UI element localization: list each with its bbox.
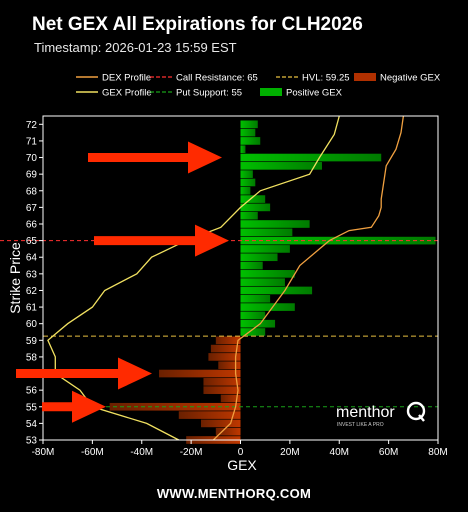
plot-area: menthor INVEST LIKE A PRO [0, 115, 439, 444]
gex-bar-63.5 [240, 261, 263, 270]
legend-label-1: GEX Profile [102, 88, 152, 99]
x-tick-label-3: -20M [180, 447, 203, 458]
gex-bar-62 [240, 286, 313, 295]
gex-bar-53.5 [215, 427, 241, 436]
gex-bar-54 [201, 419, 241, 428]
x-tick-label-0: -80M [32, 447, 55, 458]
timestamp-label: Timestamp: 2026-01-23 15:59 EST [34, 40, 237, 55]
gex-bar-56 [203, 386, 241, 394]
x-tick-label-2: -40M [130, 447, 153, 458]
gex-bar-61 [240, 303, 295, 311]
y-tick-label-65: 65 [26, 236, 38, 247]
gex-bar-67 [240, 203, 271, 212]
chart-title: Net GEX All Expirations for CLH2026 [32, 14, 363, 35]
y-tick-label-58: 58 [26, 352, 38, 363]
gex-bar-68.5 [240, 178, 256, 187]
watermark-tagline: INVEST LIKE A PRO [337, 422, 384, 428]
y-tick-label-63: 63 [26, 269, 38, 280]
gex-bar-55.5 [220, 394, 241, 403]
y-tick-label-64: 64 [26, 253, 38, 264]
gex-bar-70.5 [240, 145, 246, 154]
gex-bar-56.5 [203, 378, 241, 386]
gex-bar-69.5 [240, 162, 322, 170]
watermark-q-tail [418, 414, 425, 422]
gex-bar-71 [240, 137, 261, 145]
gex-bar-66 [240, 220, 310, 228]
annotation-arrow-70 [88, 141, 222, 174]
gex-bar-60 [240, 319, 276, 328]
gex-bar-57 [159, 369, 241, 378]
gex-bar-71.5 [240, 128, 256, 137]
legend-swatch-5 [260, 88, 282, 96]
gex-profile-line [47, 115, 340, 441]
y-tick-label-68: 68 [26, 186, 38, 197]
footer-url[interactable]: WWW.MENTHORQ.COM [156, 486, 312, 501]
x-tick-label-4: 0 [238, 447, 244, 458]
y-tick-label-66: 66 [26, 220, 38, 231]
gex-bar-64.5 [240, 245, 290, 253]
y-tick-label-71: 71 [26, 136, 38, 147]
annotation-arrow-55 [42, 390, 106, 423]
watermark-q-icon [406, 401, 426, 421]
annotation-arrow-57 [16, 357, 152, 390]
gex-bar-69 [240, 170, 253, 178]
y-tick-label-59: 59 [26, 336, 38, 347]
legend-label-5: Positive GEX [286, 88, 343, 99]
y-tick-label-53: 53 [26, 436, 38, 447]
gex-bar-59.5 [240, 328, 266, 336]
annotation-arrow-65 [94, 224, 229, 257]
bars-layer [109, 120, 436, 444]
legend-label-0: DEX Profile [102, 73, 151, 84]
gex-bar-57.5 [218, 361, 241, 370]
y-tick-label-55: 55 [26, 402, 38, 413]
gex-bar-58.5 [210, 344, 241, 353]
gex-bar-66.5 [240, 211, 258, 220]
gex-bar-68 [240, 186, 251, 195]
y-tick-label-70: 70 [26, 153, 38, 164]
annotation-arrows [16, 141, 229, 423]
chart-legend: DEX Profile GEX Profile Call Resistance: 6… [76, 73, 441, 99]
gex-bar-61.5 [240, 294, 271, 303]
y-axis-label: Strike Price [7, 242, 23, 314]
x-axis-label: GEX [227, 457, 257, 473]
x-tick-label-8: 80M [428, 447, 447, 458]
y-tick-label-72: 72 [26, 120, 38, 131]
gex-bar-62.5 [240, 278, 285, 286]
gex-bar-60.5 [240, 311, 266, 320]
dex-profile-line [212, 115, 405, 441]
x-tick-label-5: 20M [280, 447, 299, 458]
x-tick-label-6: 40M [330, 447, 349, 458]
legend-label-3: Put Support: 55 [176, 88, 242, 99]
y-tick-label-62: 62 [26, 286, 38, 297]
y-tick-label-61: 61 [26, 303, 38, 314]
y-tick-label-60: 60 [26, 319, 38, 330]
gex-bar-55 [109, 402, 241, 411]
axes: 5354555657585960616263646566676869707172… [26, 120, 448, 458]
gex-bar-67.5 [240, 195, 266, 203]
gex-bar-70 [240, 153, 382, 162]
y-tick-label-54: 54 [26, 419, 38, 430]
x-tick-label-7: 60M [379, 447, 398, 458]
legend-label-2: Call Resistance: 65 [176, 73, 258, 84]
menthorq-watermark: menthor INVEST LIKE A PRO [336, 401, 426, 428]
gex-bar-72 [240, 120, 258, 129]
watermark-brand: menthor [336, 404, 395, 421]
gex-bar-64 [240, 253, 278, 262]
y-tick-label-56: 56 [26, 386, 38, 397]
gex-bar-63 [240, 270, 295, 278]
y-tick-label-69: 69 [26, 170, 38, 181]
legend-label-4: HVL: 59.25 [302, 73, 350, 84]
gex-bar-58 [208, 353, 241, 361]
gex-bar-54.5 [178, 411, 241, 419]
y-tick-label-67: 67 [26, 203, 38, 214]
gex-bar-65.5 [240, 228, 293, 237]
gex-bar-59 [215, 336, 241, 345]
legend-swatch-6 [354, 73, 376, 81]
legend-label-6: Negative GEX [380, 73, 441, 84]
x-tick-label-1: -60M [81, 447, 104, 458]
profiles-layer [47, 115, 405, 441]
